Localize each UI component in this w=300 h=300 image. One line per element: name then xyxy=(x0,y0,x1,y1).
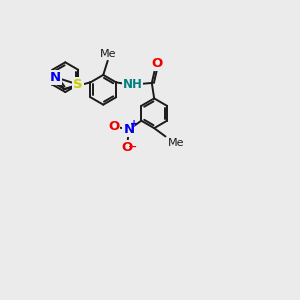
Text: Me: Me xyxy=(100,50,116,59)
Text: −: − xyxy=(128,142,137,152)
Text: +: + xyxy=(130,119,138,129)
Text: N: N xyxy=(50,71,61,84)
Text: S: S xyxy=(73,78,83,91)
Text: O: O xyxy=(108,120,119,133)
Text: Me: Me xyxy=(168,138,184,148)
Text: N: N xyxy=(123,123,134,136)
Text: O: O xyxy=(122,141,133,154)
Text: O: O xyxy=(151,57,162,70)
Text: NH: NH xyxy=(122,78,142,91)
